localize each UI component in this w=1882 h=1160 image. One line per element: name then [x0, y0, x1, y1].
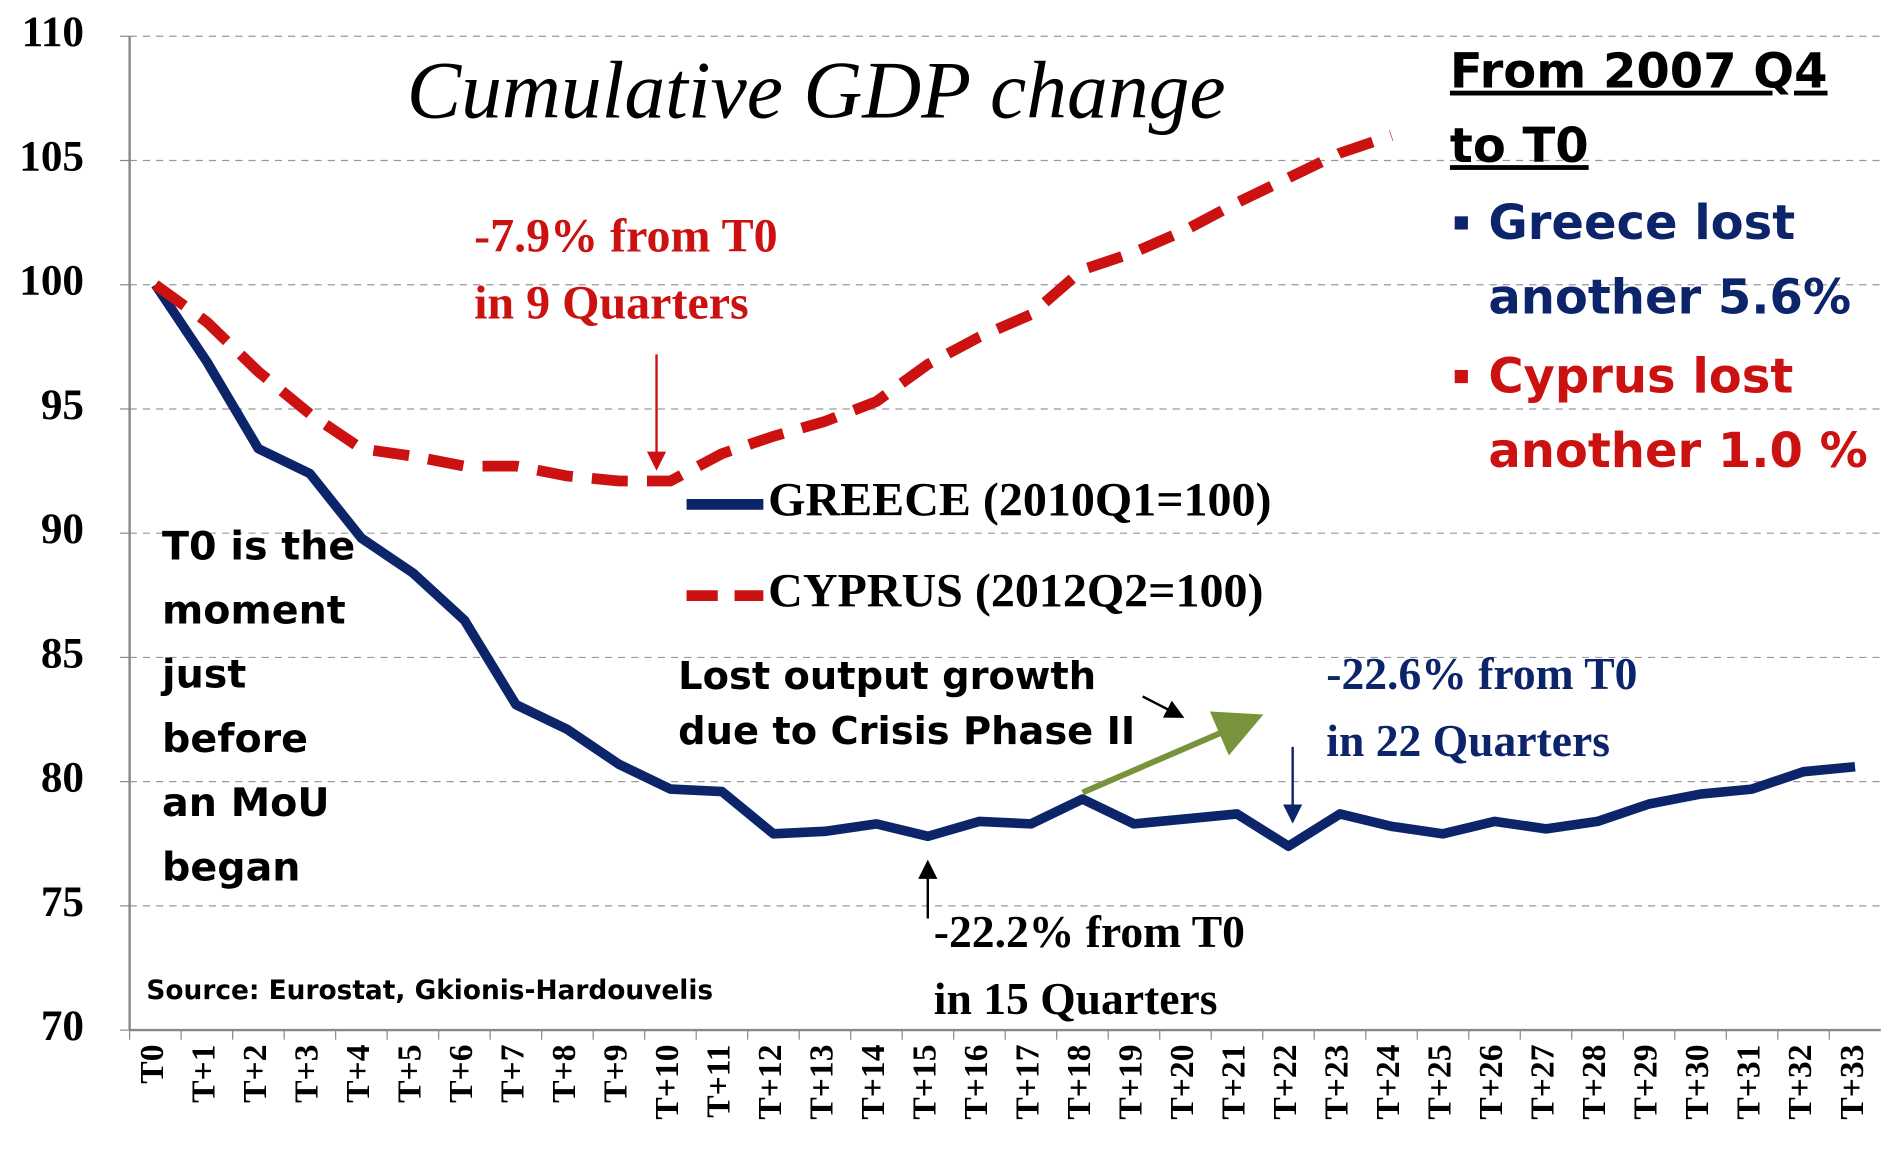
- legend-label: CYPRUS (2012Q2=100): [768, 565, 1263, 618]
- x-tick-label: T+2: [237, 1044, 274, 1102]
- annotation: -22.6% from T0: [1326, 648, 1637, 699]
- annotation: in 9 Quarters: [474, 277, 749, 330]
- series-line: [152, 130, 1394, 487]
- x-tick-label: T+24: [1370, 1044, 1407, 1119]
- x-tick-label: T+20: [1164, 1044, 1201, 1119]
- x-tick-label: T0: [134, 1044, 171, 1083]
- annotation: -7.9% from T0: [474, 209, 778, 262]
- x-tick-label: T+3: [289, 1044, 326, 1102]
- side-note: Greece lost: [1488, 195, 1795, 251]
- x-tick-label: T+19: [1113, 1044, 1150, 1119]
- x-tick-label: T+23: [1319, 1044, 1356, 1119]
- chart-title: Cumulative GDP change: [407, 44, 1226, 135]
- side-heading: From 2007 Q4: [1450, 44, 1828, 100]
- annotation: before: [162, 716, 308, 762]
- x-tick-label: T+4: [340, 1044, 377, 1103]
- annotation: -22.2% from T0: [934, 906, 1245, 957]
- x-tick-label: T+22: [1267, 1044, 1304, 1119]
- x-tick-label: T+30: [1679, 1044, 1716, 1119]
- y-tick-label: 105: [19, 133, 84, 180]
- x-tick-label: T+26: [1473, 1044, 1510, 1119]
- annotation: in 15 Quarters: [934, 973, 1218, 1024]
- x-tick-label: T+10: [649, 1044, 686, 1119]
- y-tick-label: 80: [41, 755, 84, 802]
- side-note: Cyprus lost: [1488, 349, 1793, 405]
- x-tick-label: T+25: [1422, 1044, 1459, 1119]
- annotation: due to Crisis Phase II: [678, 709, 1135, 754]
- x-tick-label: T+33: [1834, 1044, 1871, 1119]
- x-tick-label: T+18: [1061, 1044, 1098, 1119]
- y-tick-label: 90: [41, 506, 84, 553]
- y-tick-label: 110: [22, 9, 84, 56]
- side-note: another 5.6%: [1488, 269, 1851, 325]
- x-tick-label: T+28: [1576, 1044, 1613, 1119]
- annotation: just: [160, 652, 246, 698]
- x-tick-label: T+12: [752, 1044, 789, 1119]
- x-tick-label: T+14: [855, 1044, 892, 1119]
- side-heading: to T0: [1450, 118, 1589, 174]
- y-tick-label: 95: [41, 382, 84, 429]
- arrow: [1081, 711, 1264, 796]
- annotation: moment: [162, 588, 346, 634]
- x-tick-label: T+27: [1525, 1044, 1562, 1119]
- arrows: [646, 354, 1303, 919]
- x-tick-label: T+1: [186, 1044, 223, 1102]
- x-tick-label: T+9: [598, 1044, 635, 1102]
- bullet: [1454, 369, 1468, 384]
- x-tick-label: T+21: [1216, 1044, 1253, 1119]
- arrow: [1142, 695, 1185, 718]
- side-note: another 1.0 %: [1488, 423, 1867, 479]
- y-tick-label: 85: [41, 630, 84, 677]
- source-note: Source: Eurostat, Gkionis-Hardouvelis: [146, 975, 713, 1006]
- annotation: in 22 Quarters: [1326, 715, 1610, 766]
- bullet: [1454, 216, 1468, 230]
- series-line: [151, 282, 1856, 852]
- x-tick-label: T+5: [392, 1044, 429, 1102]
- x-tick-label: T+29: [1628, 1044, 1665, 1119]
- annotation: began: [162, 844, 300, 890]
- x-tick-label: T+16: [958, 1044, 995, 1119]
- y-tick-label: 75: [41, 879, 84, 926]
- annotation: an MoU: [162, 780, 329, 826]
- legend-label: GREECE (2010Q1=100): [768, 473, 1271, 526]
- x-tick-label: T+6: [443, 1044, 480, 1102]
- x-tick-label: T+31: [1731, 1044, 1768, 1119]
- x-tick-label: T+7: [495, 1044, 532, 1102]
- x-tick-label: T+11: [701, 1044, 738, 1117]
- x-tick-label: T+8: [546, 1044, 583, 1102]
- annotation: T0 is the: [162, 523, 355, 569]
- x-tick-label: T+15: [907, 1044, 944, 1119]
- y-tick-label: 70: [41, 1003, 84, 1050]
- y-tick-label: 100: [19, 258, 84, 305]
- annotation: Lost output growth: [678, 654, 1096, 699]
- x-tick-label: T+17: [1010, 1044, 1047, 1119]
- x-tick-label: T+32: [1782, 1044, 1819, 1119]
- x-tick-label: T+13: [804, 1044, 841, 1119]
